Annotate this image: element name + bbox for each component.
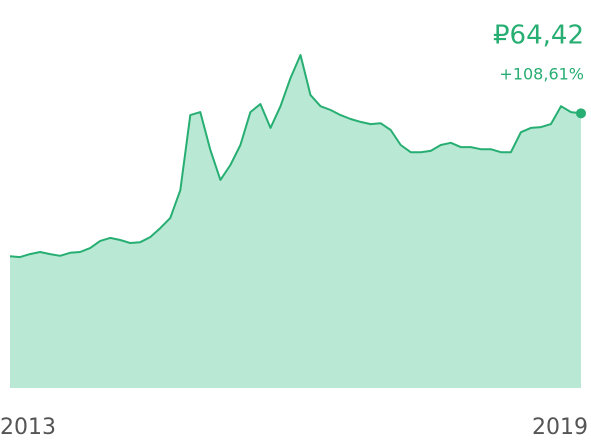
change: +108,61%: [499, 65, 584, 84]
price: ₽64,42: [493, 21, 584, 51]
area: [10, 55, 581, 388]
line: [9, 54, 582, 259]
x-tick-label: 2019: [532, 415, 588, 440]
x-tick-label: 2013: [0, 415, 56, 440]
end-dot: [576, 108, 586, 119]
